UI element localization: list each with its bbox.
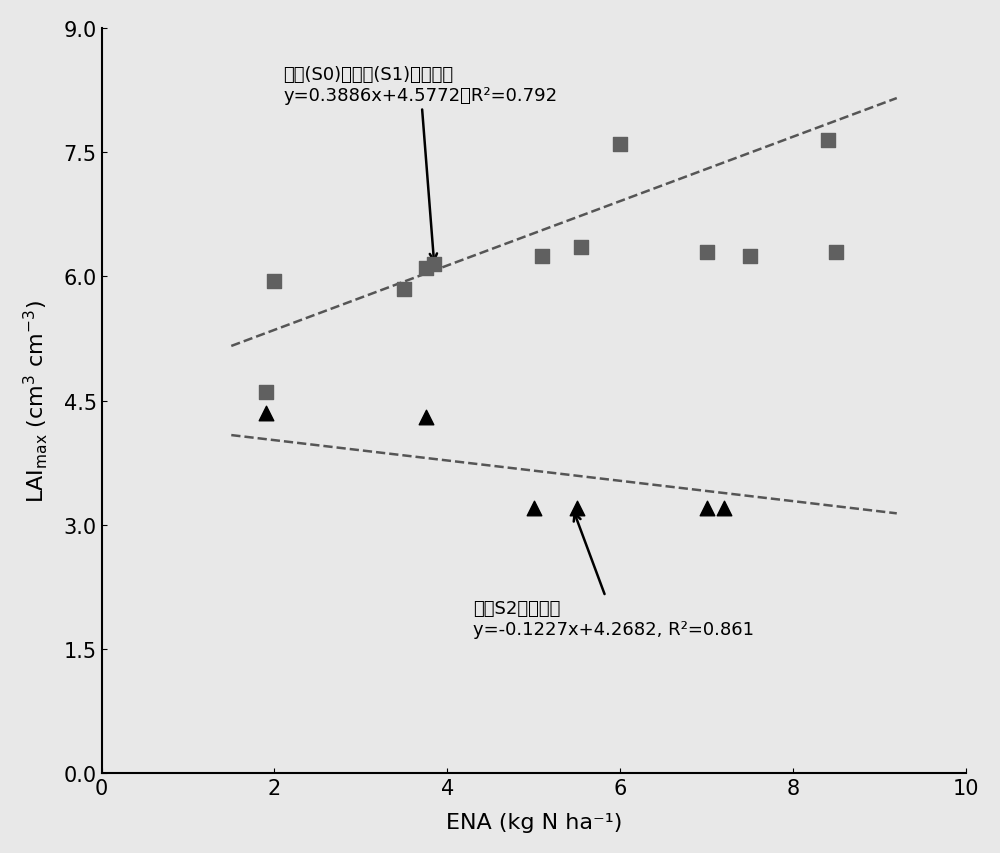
Point xyxy=(699,246,715,259)
Point xyxy=(569,502,585,515)
Point xyxy=(699,502,715,515)
Point xyxy=(418,411,434,425)
X-axis label: ENA (kg N ha⁻¹): ENA (kg N ha⁻¹) xyxy=(446,812,622,833)
Point xyxy=(526,502,542,515)
Y-axis label: LAI$_{\rm max}$ (cm$^3$ cm$^{-3}$): LAI$_{\rm max}$ (cm$^3$ cm$^{-3}$) xyxy=(21,300,50,502)
Point xyxy=(742,250,758,264)
Point xyxy=(266,275,282,288)
Text: 低盐(S0)和中盐(S1)水平下：
y=0.3886x+4.5772，R²=0.792: 低盐(S0)和中盐(S1)水平下： y=0.3886x+4.5772，R²=0.… xyxy=(283,66,557,262)
Point xyxy=(258,386,274,400)
Point xyxy=(418,262,434,276)
Point xyxy=(426,258,442,271)
Point xyxy=(258,407,274,421)
Text: 高盐S2水平下：
y=-0.1227x+4.2682, R²=0.861: 高盐S2水平下： y=-0.1227x+4.2682, R²=0.861 xyxy=(473,514,754,639)
Point xyxy=(828,246,844,259)
Point xyxy=(396,282,412,296)
Point xyxy=(534,250,550,264)
Point xyxy=(820,134,836,148)
Point xyxy=(612,138,628,152)
Point xyxy=(716,502,732,515)
Point xyxy=(573,241,589,255)
